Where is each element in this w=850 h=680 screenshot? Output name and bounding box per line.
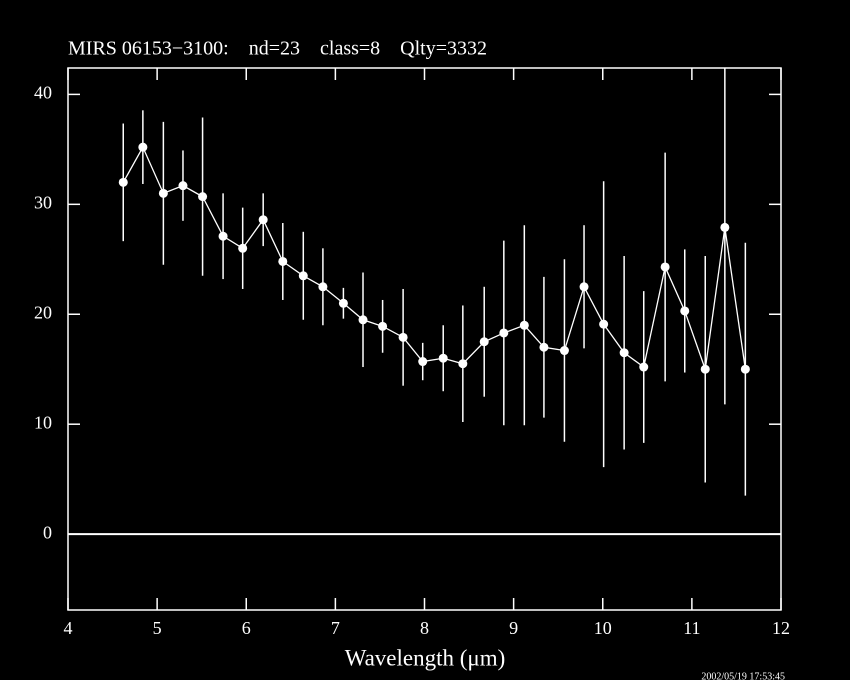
data-line <box>122 145 746 370</box>
x-tick-label: 9 <box>509 618 518 638</box>
data-point <box>579 282 589 292</box>
data-point <box>559 346 569 356</box>
x-tick-label: 11 <box>683 618 700 638</box>
x-axis-label: Wavelength (μm) <box>345 645 506 670</box>
data-point <box>318 282 328 292</box>
data-point <box>138 142 148 152</box>
x-tick-label: 7 <box>331 618 340 638</box>
y-tick-label: 30 <box>34 192 52 212</box>
data-point <box>198 192 208 202</box>
data-point <box>358 315 368 325</box>
data-point <box>438 353 448 363</box>
data-point <box>278 256 288 266</box>
data-point <box>599 319 609 329</box>
x-tick-label: 12 <box>772 618 790 638</box>
x-tick-label: 4 <box>64 618 73 638</box>
data-point <box>458 359 468 369</box>
y-tick-label: 40 <box>34 83 52 103</box>
chart-title: MIRS 06153−3100: nd=23 class=8 Qlty=3332 <box>68 38 487 60</box>
data-point <box>298 271 308 281</box>
data-point <box>660 262 670 272</box>
data-point <box>338 298 348 308</box>
data-point <box>700 364 710 374</box>
data-point <box>178 181 188 191</box>
x-tick-label: 5 <box>153 618 162 638</box>
data-point <box>238 243 248 253</box>
x-tick-label: 10 <box>594 618 612 638</box>
data-point <box>499 328 509 338</box>
data-point <box>720 222 730 232</box>
y-tick-label: 10 <box>34 412 52 432</box>
data-point <box>258 215 268 225</box>
data-point <box>539 342 549 352</box>
data-point <box>639 362 649 372</box>
data-point <box>619 348 629 358</box>
y-tick-label: 20 <box>34 302 52 322</box>
x-tick-label: 8 <box>420 618 429 638</box>
x-tick-label: 6 <box>242 618 251 638</box>
y-tick-label: 0 <box>43 522 52 542</box>
data-point <box>118 177 128 187</box>
data-point <box>218 231 228 241</box>
data-point <box>479 337 489 347</box>
plot-area <box>118 68 750 496</box>
plot-frame <box>67 67 782 611</box>
timestamp: 2002/05/19 17:53:45 <box>701 671 785 680</box>
data-point <box>398 332 408 342</box>
data-point <box>158 188 168 198</box>
data-point <box>680 306 690 316</box>
data-point <box>740 364 750 374</box>
data-point <box>378 321 388 331</box>
data-point <box>519 320 529 330</box>
data-point <box>418 357 428 367</box>
